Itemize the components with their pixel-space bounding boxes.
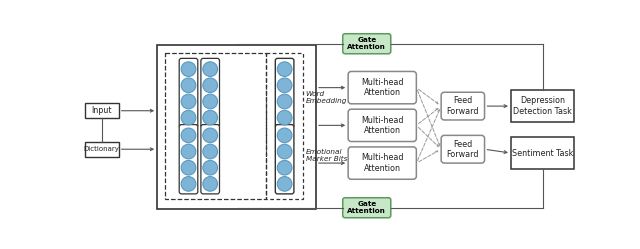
FancyBboxPatch shape (348, 147, 417, 179)
Text: Dictionary: Dictionary (84, 146, 120, 152)
Text: Gate
Attention: Gate Attention (348, 37, 386, 50)
Circle shape (181, 177, 196, 191)
FancyBboxPatch shape (348, 71, 417, 104)
Text: Sentiment Task: Sentiment Task (512, 149, 573, 158)
Circle shape (181, 110, 196, 125)
Text: Gate
Attention: Gate Attention (348, 201, 386, 214)
FancyBboxPatch shape (343, 34, 391, 54)
FancyBboxPatch shape (441, 135, 484, 163)
Bar (157, 45, 316, 208)
FancyBboxPatch shape (275, 124, 294, 194)
Circle shape (181, 78, 196, 93)
Circle shape (203, 177, 218, 191)
Text: Feed
Forward: Feed Forward (447, 139, 479, 159)
Circle shape (203, 62, 218, 76)
Text: Multi-head
Attention: Multi-head Attention (361, 78, 403, 97)
Circle shape (203, 144, 218, 159)
Bar (511, 90, 575, 122)
Circle shape (277, 94, 292, 109)
Circle shape (181, 160, 196, 175)
Text: Emotional
Marker Bits: Emotional Marker Bits (305, 149, 347, 162)
Text: Depression
Detection Task: Depression Detection Task (513, 96, 572, 116)
Circle shape (181, 128, 196, 143)
FancyBboxPatch shape (348, 109, 417, 141)
Text: Feed
Forward: Feed Forward (447, 96, 479, 116)
Text: Word
Embedding: Word Embedding (305, 91, 347, 104)
FancyBboxPatch shape (275, 58, 294, 128)
Circle shape (277, 177, 292, 191)
Bar (84, 141, 119, 157)
Text: Multi-head
Attention: Multi-head Attention (361, 153, 403, 173)
Text: Multi-head
Attention: Multi-head Attention (361, 116, 403, 135)
Circle shape (277, 110, 292, 125)
Circle shape (181, 62, 196, 76)
Bar (511, 137, 575, 169)
Text: Input: Input (92, 106, 112, 115)
Bar (165, 53, 266, 199)
Circle shape (203, 160, 218, 175)
Circle shape (203, 128, 218, 143)
Circle shape (203, 110, 218, 125)
Circle shape (181, 94, 196, 109)
Circle shape (277, 78, 292, 93)
FancyBboxPatch shape (179, 124, 198, 194)
Circle shape (203, 78, 218, 93)
FancyBboxPatch shape (441, 92, 484, 120)
Circle shape (277, 62, 292, 76)
Bar (266, 53, 303, 199)
Circle shape (203, 94, 218, 109)
Bar (84, 103, 119, 119)
FancyBboxPatch shape (201, 58, 220, 128)
Circle shape (181, 144, 196, 159)
FancyBboxPatch shape (201, 124, 220, 194)
Circle shape (277, 144, 292, 159)
Circle shape (277, 128, 292, 143)
FancyBboxPatch shape (343, 198, 391, 218)
FancyBboxPatch shape (179, 58, 198, 128)
Circle shape (277, 160, 292, 175)
